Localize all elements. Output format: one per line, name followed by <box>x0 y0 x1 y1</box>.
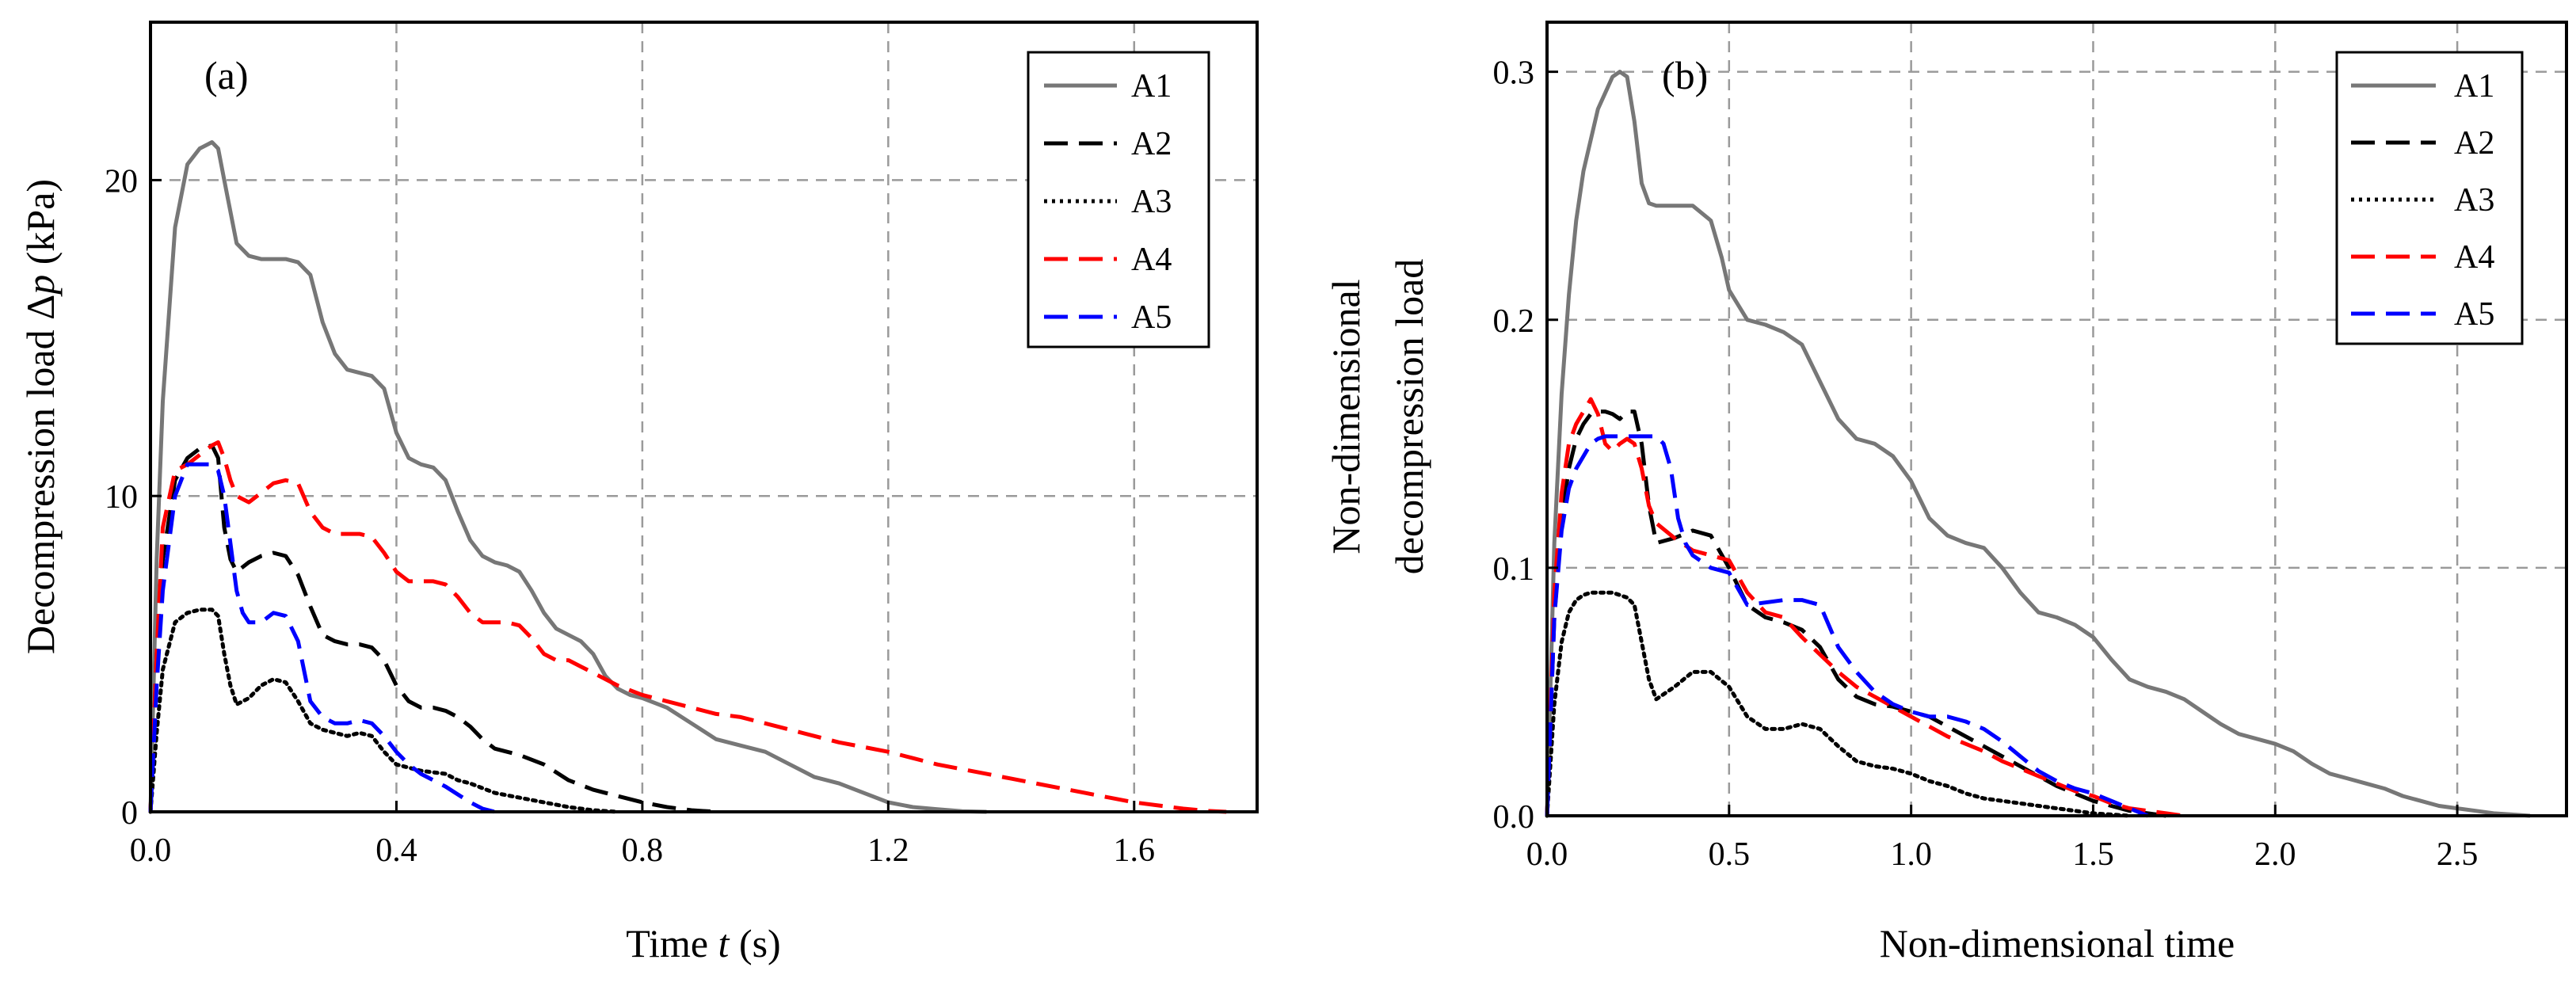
panel-b-series-a2 <box>1545 409 2166 818</box>
panel-b-legend-label-a3: A3 <box>2454 182 2494 219</box>
panel-b-y-axis-label-line2: decompression load <box>1387 259 1431 575</box>
panel-b-x-tick-label: 0.5 <box>1709 836 1751 873</box>
panel-a-ticks: 0.0 0.4 0.8 1.2 1.6 0 10 20 <box>105 163 1155 869</box>
panel-b-series-a1 <box>1545 70 2531 818</box>
panel-b-label: (b) <box>1662 53 1708 97</box>
panel-a-series-a4 <box>148 440 1227 814</box>
panel-a-y-tick-label: 20 <box>105 163 138 200</box>
panel-a-series-a1 <box>148 140 987 814</box>
panel-b-plot-area <box>1545 70 2531 818</box>
panel-b-frame <box>1545 21 2568 817</box>
panel-b-legend-label-a5: A5 <box>2454 296 2494 333</box>
panel-a-legend-label-a4: A4 <box>1131 242 1172 278</box>
panel-a-y-axis-label: Decompression load Δp (kPa) <box>18 179 63 654</box>
panel-b-y-tick-label: 0.2 <box>1493 303 1535 340</box>
panel-a-legend: A1 A2 A3 A4 A5 <box>1027 51 1210 348</box>
panel-a-y-tick-label: 0 <box>121 795 138 832</box>
panel-b-series-a5 <box>1545 434 2149 818</box>
panel-a-legend-label-a2: A2 <box>1131 126 1172 162</box>
panel-b-y-axis-label-line1: Non-dimensional <box>1324 279 1368 554</box>
panel-b-x-tick-label: 0.0 <box>1526 836 1568 873</box>
panel-a-legend-box <box>1027 51 1210 348</box>
panel-a-x-tick-label: 0.8 <box>622 832 664 869</box>
panel-a-x-tick-label: 1.6 <box>1114 832 1156 869</box>
panel-a-series-a3 <box>148 607 620 814</box>
panel-a-x-tick-label: 0.0 <box>130 832 172 869</box>
panel-b-y-tick-label: 0.3 <box>1493 55 1535 92</box>
panel-a-chart: 0.0 0.4 0.8 1.2 1.6 0 10 20 (a) Time t (s) Deco… <box>18 21 1259 965</box>
panel-b-legend-label-a2: A2 <box>2454 125 2494 162</box>
panel-a-y-tick-label: 10 <box>105 479 138 516</box>
panel-b-legend: A1 A2 A3 A4 A5 <box>2335 51 2524 345</box>
panel-a-legend-label-a1: A1 <box>1131 68 1172 105</box>
panel-a-legend-label-a3: A3 <box>1131 184 1172 220</box>
panel-b-legend-label-a4: A4 <box>2454 239 2494 276</box>
panel-a-x-axis-label: Time t (s) <box>626 921 780 965</box>
panel-b-ticks: 0.0 0.5 1.0 1.5 2.0 2.5 0.0 0.1 0.2 0.3 <box>1493 55 2479 873</box>
panel-a-plot-area <box>148 140 1227 814</box>
panel-b-x-tick-label: 1.0 <box>1890 836 1932 873</box>
panel-a-legend-label-a5: A5 <box>1131 299 1172 336</box>
panel-a-x-tick-label: 1.2 <box>867 832 909 869</box>
panel-b-x-axis-label: Non-dimensional time <box>1880 921 2235 965</box>
panel-b-x-tick-label: 2.0 <box>2254 836 2296 873</box>
panel-a-series-a2 <box>148 443 717 814</box>
panel-a-x-tick-label: 0.4 <box>375 832 417 869</box>
panel-b-legend-label-a1: A1 <box>2454 68 2494 105</box>
panel-b-x-tick-label: 1.5 <box>2072 836 2114 873</box>
panel-b-y-tick-label: 0.0 <box>1493 799 1535 836</box>
panel-b-chart: 0.0 0.5 1.0 1.5 2.0 2.5 0.0 0.1 0.2 0.3 (b) Non-d… <box>1324 21 2568 965</box>
panel-a-label: (a) <box>204 53 249 97</box>
panel-b-y-tick-label: 0.1 <box>1493 551 1535 588</box>
panel-a-frame <box>149 21 1259 813</box>
panel-b-series-a3 <box>1545 590 2132 818</box>
panel-b-x-tick-label: 2.5 <box>2437 836 2479 873</box>
panel-a-series-a5 <box>148 462 496 814</box>
